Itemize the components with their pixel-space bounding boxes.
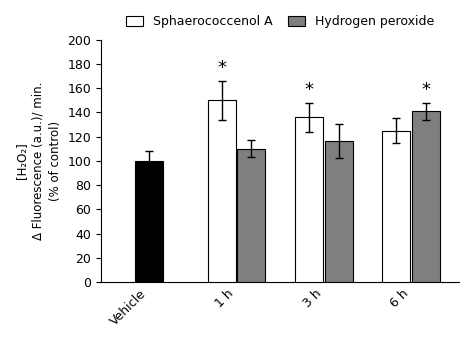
Bar [237,149,265,282]
Text: *: * [421,81,430,99]
Bar [382,131,410,282]
Text: *: * [304,81,313,99]
Bar [295,117,323,282]
Bar [412,111,440,282]
Y-axis label: [H₂O₂]
Δ Fluorescence (a.u.)/ min.
(% of control): [H₂O₂] Δ Fluorescence (a.u.)/ min. (% of… [15,82,62,240]
Text: *: * [217,59,226,77]
Bar [325,141,353,282]
Legend: Sphaerococcenol A, Hydrogen peroxide: Sphaerococcenol A, Hydrogen peroxide [126,15,435,28]
Bar [208,100,236,282]
Bar [135,161,163,282]
